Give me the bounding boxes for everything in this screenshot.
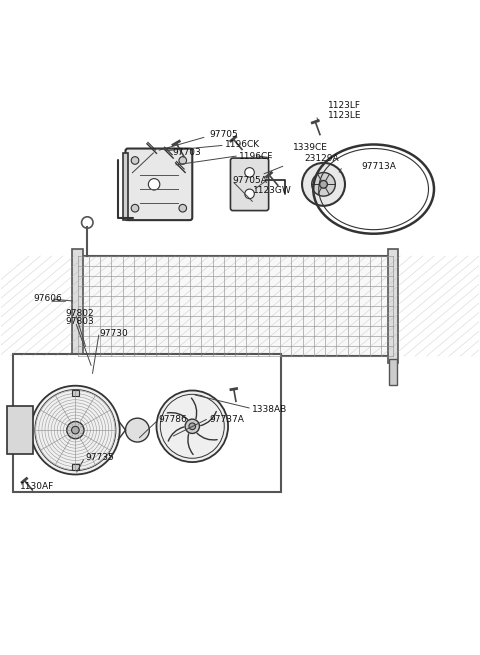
Text: 97803: 97803 <box>66 317 95 326</box>
Text: 1123GW: 1123GW <box>253 186 292 195</box>
Text: 97802: 97802 <box>66 309 95 318</box>
Text: 1196CF: 1196CF <box>239 153 274 161</box>
Circle shape <box>82 217 93 228</box>
Circle shape <box>67 422 84 439</box>
Circle shape <box>179 157 187 164</box>
Text: 97705A: 97705A <box>232 176 267 185</box>
FancyBboxPatch shape <box>125 149 192 220</box>
Circle shape <box>312 172 336 196</box>
Circle shape <box>179 204 187 212</box>
Text: 97737A: 97737A <box>209 415 244 424</box>
Circle shape <box>148 179 160 190</box>
Text: 1339CE: 1339CE <box>293 143 328 152</box>
Bar <box>74 358 82 384</box>
Bar <box>72 464 79 470</box>
Text: 97705: 97705 <box>209 130 238 139</box>
Text: 1130AF: 1130AF <box>20 481 54 491</box>
Circle shape <box>86 362 98 374</box>
Bar <box>78 256 393 356</box>
Circle shape <box>302 163 345 206</box>
Circle shape <box>72 426 79 434</box>
Circle shape <box>31 386 120 474</box>
Text: 97786: 97786 <box>159 415 188 424</box>
Text: 97730: 97730 <box>99 329 128 338</box>
Text: 1123LF: 1123LF <box>328 102 361 110</box>
Circle shape <box>131 157 139 164</box>
Circle shape <box>131 204 139 212</box>
Bar <box>389 358 396 384</box>
Bar <box>388 249 398 364</box>
FancyBboxPatch shape <box>230 158 269 210</box>
Text: 97606: 97606 <box>34 294 62 303</box>
Circle shape <box>185 419 199 434</box>
Circle shape <box>156 390 228 462</box>
Circle shape <box>189 423 196 430</box>
Circle shape <box>125 418 149 442</box>
Text: 97713A: 97713A <box>362 162 396 171</box>
Circle shape <box>245 168 254 177</box>
Circle shape <box>245 189 254 198</box>
Bar <box>72 390 79 396</box>
Text: 1196CK: 1196CK <box>225 140 260 149</box>
Bar <box>123 153 128 220</box>
Bar <box>7 406 34 454</box>
Text: 1123LE: 1123LE <box>328 111 362 120</box>
Bar <box>13 354 281 492</box>
Text: 97703: 97703 <box>172 147 201 157</box>
Bar <box>72 249 83 364</box>
Text: 1338AB: 1338AB <box>252 405 287 415</box>
Text: 97735: 97735 <box>85 453 114 462</box>
Circle shape <box>320 181 327 188</box>
Text: 23129A: 23129A <box>304 154 339 163</box>
